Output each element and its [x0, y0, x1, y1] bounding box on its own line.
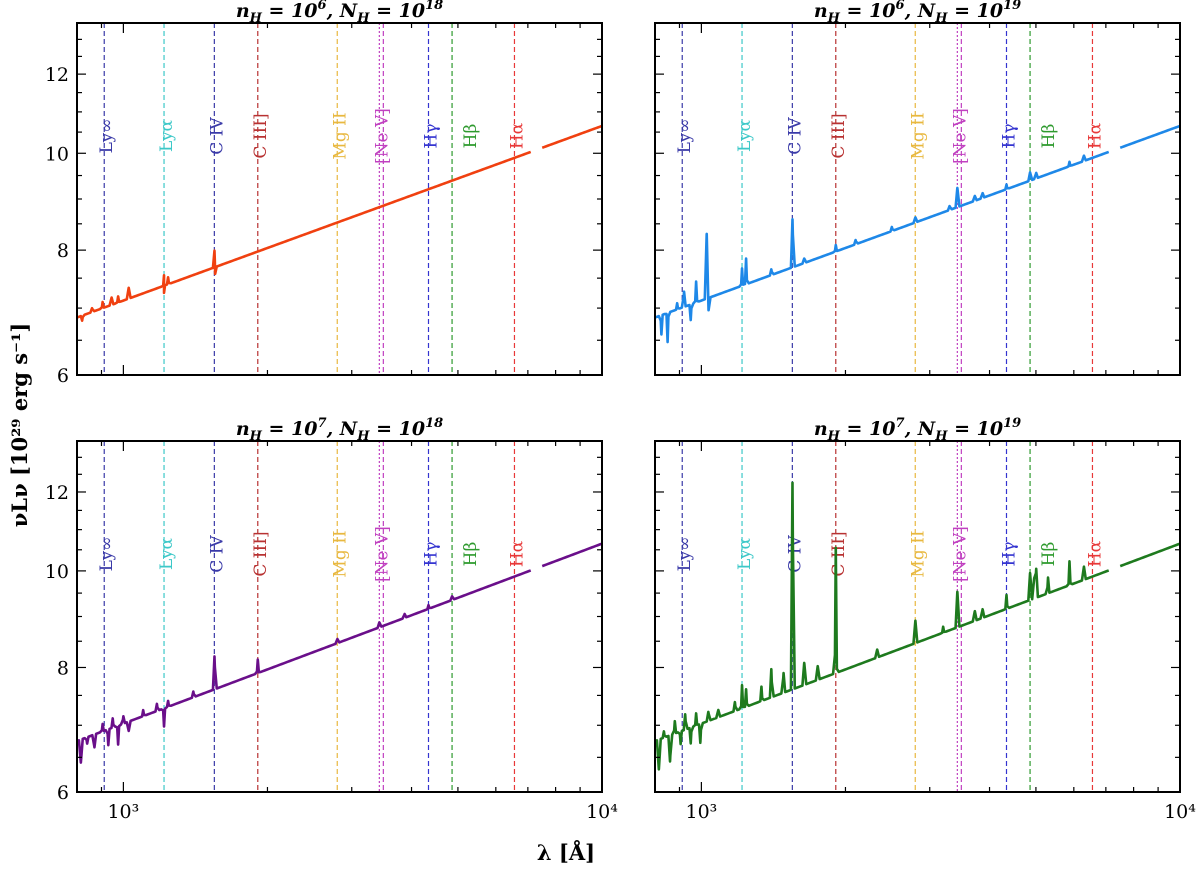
x-tick-label: 10³	[107, 801, 139, 823]
ref-label-mgii: Mg II	[908, 530, 928, 577]
ref-label-nev: [Ne V]	[950, 108, 970, 164]
panel-4: nH = 107, NH = 1019 Ly∞ Lyα C IV C III] Mg II…	[654, 416, 1196, 823]
ref-label-civ: C IV	[207, 535, 227, 573]
ref-label-nev: [Ne V]	[372, 526, 392, 582]
ref-label-ciii: C III]	[829, 531, 849, 576]
ref-label-nev: [Ne V]	[950, 526, 970, 582]
panel-title: nH = 107, NH = 1019	[814, 416, 1021, 444]
ref-label-hβ: Hβ	[461, 542, 481, 567]
ref-label-hγ: Hγ	[421, 542, 441, 567]
y-tick-label: 10	[45, 561, 69, 583]
panel-2: nH = 106, NH = 1019 Ly∞ Lyα C IV C III] Mg II…	[654, 0, 1181, 376]
ref-label-ciii: C III]	[829, 113, 849, 158]
panel-1: nH = 106, NH = 1018 Ly∞ Lyα C IV C III] Mg II…	[45, 0, 603, 387]
spectrum-series	[655, 124, 1180, 344]
ref-label-civ: C IV	[785, 535, 805, 573]
ref-label-hβ: Hβ	[461, 124, 481, 149]
ref-label-hα: Hα	[507, 122, 527, 149]
panel-frame	[654, 440, 1181, 793]
ref-label-hβ: Hβ	[1039, 542, 1059, 567]
ref-label-hγ: Hγ	[999, 124, 1019, 149]
y-tick-label: 8	[57, 657, 69, 679]
panel-3: nH = 107, NH = 1018 Ly∞ Lyα C IV C III] Mg II…	[45, 416, 618, 823]
y-tick-label: 12	[45, 482, 69, 504]
ref-label-ciii: C III]	[251, 113, 271, 158]
ref-label-hγ: Hγ	[421, 124, 441, 149]
ref-label-ly∞: Ly∞	[97, 119, 117, 154]
y-tick-label: 8	[57, 240, 69, 262]
panel-title: nH = 107, NH = 1018	[236, 416, 443, 444]
ref-label-mgii: Mg II	[330, 530, 350, 577]
y-tick-label: 6	[57, 782, 69, 804]
spectrum-series	[77, 542, 602, 764]
x-tick-label: 10⁴	[1164, 801, 1196, 823]
ref-label-hα: Hα	[1085, 540, 1105, 567]
panel-frame	[654, 22, 1181, 376]
panel-title: nH = 106, NH = 1019	[814, 0, 1021, 26]
panel-frame	[76, 22, 603, 376]
y-axis-label: νLν [10²⁹ erg s⁻¹]	[7, 323, 32, 528]
ref-label-ciii: C III]	[251, 531, 271, 576]
ref-label-mgii: Mg II	[908, 112, 928, 159]
x-tick-label: 10³	[685, 801, 717, 823]
ref-label-lyα: Lyα	[735, 537, 755, 570]
ref-label-ly∞: Ly∞	[97, 537, 117, 572]
panel-frame	[76, 440, 603, 793]
ref-label-hα: Hα	[507, 540, 527, 567]
x-tick-label: 10⁴	[586, 801, 618, 823]
y-tick-label: 10	[45, 143, 69, 165]
ref-label-ly∞: Ly∞	[675, 537, 695, 572]
x-axis-label: λ [Å]	[537, 840, 595, 865]
ref-label-mgii: Mg II	[330, 112, 350, 159]
y-tick-label: 6	[57, 365, 69, 387]
ref-label-lyα: Lyα	[157, 119, 177, 152]
ref-label-lyα: Lyα	[157, 537, 177, 570]
ref-label-ly∞: Ly∞	[675, 119, 695, 154]
spectrum-series	[655, 481, 1180, 771]
ref-label-civ: C IV	[785, 117, 805, 155]
spectrum-series	[77, 124, 602, 322]
ref-label-nev: [Ne V]	[372, 108, 392, 164]
y-tick-label: 12	[45, 64, 69, 86]
ref-label-civ: C IV	[207, 117, 227, 155]
panel-title: nH = 106, NH = 1018	[236, 0, 443, 26]
ref-label-hα: Hα	[1085, 122, 1105, 149]
ref-label-lyα: Lyα	[735, 119, 755, 152]
ref-label-hγ: Hγ	[999, 542, 1019, 567]
ref-label-hβ: Hβ	[1039, 124, 1059, 149]
